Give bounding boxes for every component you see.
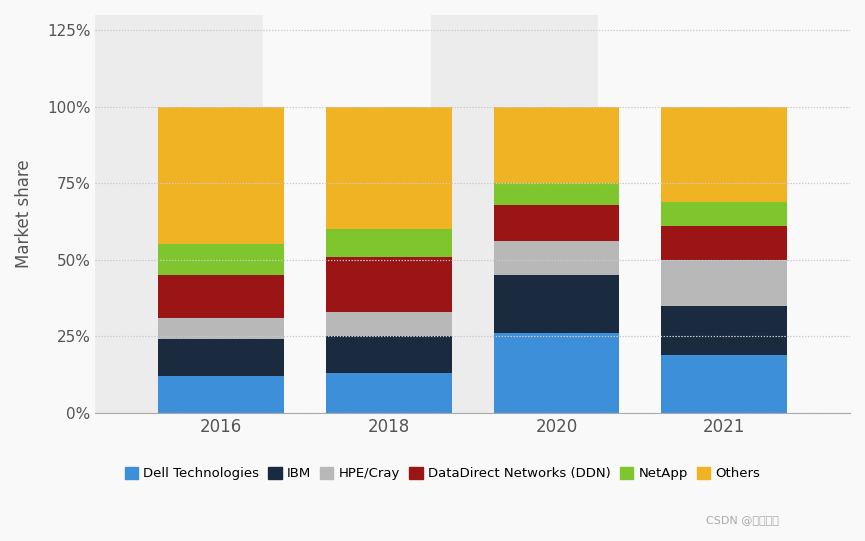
Bar	[662, 306, 787, 354]
Bar	[263, 15, 515, 413]
Bar	[662, 202, 787, 226]
Bar	[326, 336, 452, 373]
Bar	[662, 260, 787, 306]
Bar	[326, 312, 452, 336]
Bar	[494, 204, 619, 241]
Legend: Dell Technologies, IBM, HPE/Cray, DataDirect Networks (DDN), NetApp, Others: Dell Technologies, IBM, HPE/Cray, DataDi…	[125, 467, 760, 480]
Bar	[326, 373, 452, 413]
Bar	[494, 275, 619, 333]
Bar	[494, 107, 619, 183]
Bar	[326, 229, 452, 256]
Bar	[158, 318, 284, 339]
Bar	[158, 275, 284, 318]
Bar	[158, 376, 284, 413]
Bar	[599, 15, 850, 413]
Bar	[494, 241, 619, 275]
Bar	[494, 333, 619, 413]
Bar	[326, 107, 452, 229]
Bar	[662, 226, 787, 260]
Bar	[662, 354, 787, 413]
Bar	[95, 15, 347, 413]
Bar	[158, 245, 284, 275]
Bar	[158, 107, 284, 245]
Bar	[326, 256, 452, 312]
Bar	[494, 183, 619, 204]
Bar	[662, 107, 787, 202]
Bar	[158, 339, 284, 376]
Text: CSDN @云布道师: CSDN @云布道师	[706, 515, 778, 525]
Y-axis label: Market share: Market share	[15, 160, 33, 268]
Bar	[431, 15, 682, 413]
